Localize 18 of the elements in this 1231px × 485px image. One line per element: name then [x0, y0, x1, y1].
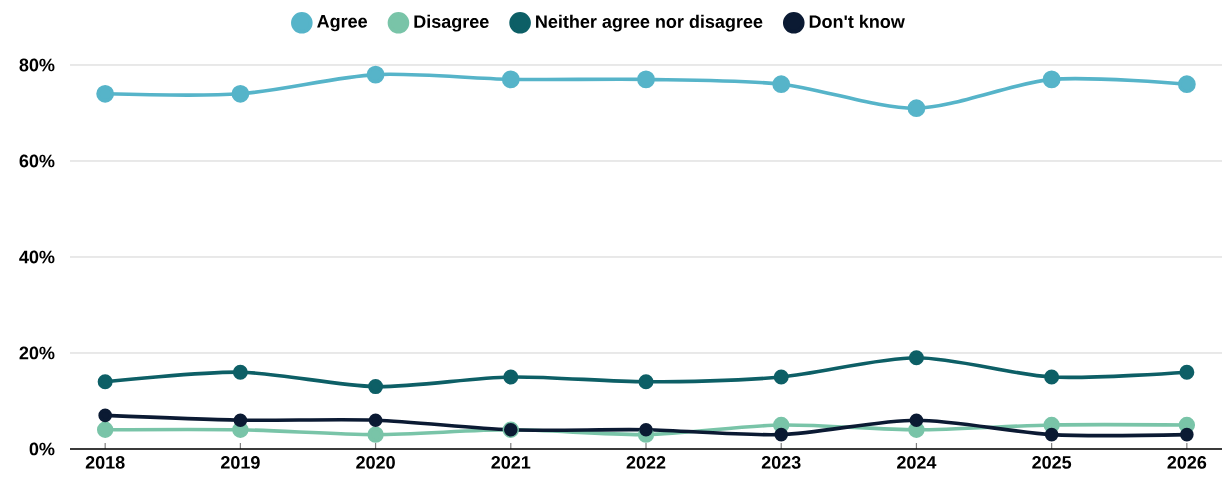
- x-tick-label: 2022: [626, 456, 666, 469]
- x-tick-label: 2024: [897, 456, 937, 469]
- x-tick-label: 2020: [356, 456, 395, 469]
- x-tick-label: 2025: [1032, 456, 1072, 469]
- y-tick-label: 0%: [29, 442, 55, 456]
- x-tick-label: 2019: [220, 456, 260, 469]
- x-tick-label: 2021: [491, 456, 531, 469]
- x-tick-label: 2018: [85, 456, 125, 469]
- y-tick-label: 20%: [19, 346, 55, 360]
- x-tick-label: 2026: [1167, 456, 1207, 469]
- legend-label: Agree: [317, 15, 368, 32]
- x-tick-label: 2023: [761, 456, 801, 469]
- legend-label: Disagree: [414, 14, 489, 32]
- y-tick-label: 60%: [19, 154, 55, 168]
- y-tick-label: 40%: [19, 250, 55, 264]
- legend-label: Don't know: [809, 14, 905, 28]
- legend-label: Neither agree nor disagree: [536, 14, 763, 32]
- y-tick-label: 80%: [19, 58, 55, 72]
